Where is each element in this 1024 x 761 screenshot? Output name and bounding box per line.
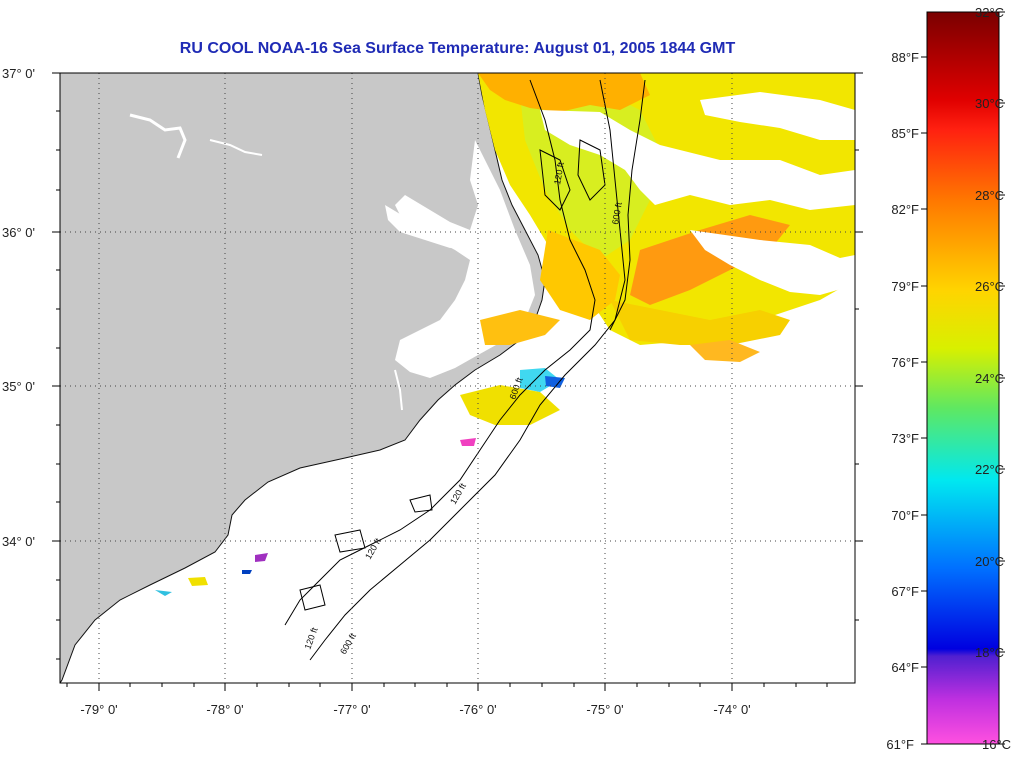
colorbar-f-61: 61°F [886, 737, 914, 752]
colorbar-f-88: 88°F [891, 50, 919, 65]
lon-label-77: -77° 0' [333, 702, 370, 717]
colorbar-c-24: 24°C [975, 371, 1004, 386]
river-2 [209, 139, 263, 156]
colorbar-f-67: 67°F [891, 584, 919, 599]
lon-label-76: -76° 0' [459, 702, 496, 717]
lon-label-74: -74° 0' [713, 702, 750, 717]
svg-text:120 ft: 120 ft [552, 161, 566, 185]
river-3 [394, 369, 403, 411]
lon-label-79: -79° 0' [80, 702, 117, 717]
lat-label-34: 34° 0' [2, 534, 35, 549]
colorbar-f-79: 79°F [891, 279, 919, 294]
colorbar-f-82: 82°F [891, 202, 919, 217]
sst-field [155, 73, 855, 596]
colorbar-c-16: 16°C [982, 737, 1011, 752]
colorbar-c-32: 32°C [975, 5, 1004, 20]
colorbar-c-28: 28°C [975, 188, 1004, 203]
lon-label-75: -75° 0' [586, 702, 623, 717]
isobath-contours [284, 79, 646, 661]
colorbar-c-26: 26°C [975, 279, 1004, 294]
colorbar-f-76: 76°F [891, 355, 919, 370]
svg-text:600 ft: 600 ft [610, 201, 624, 225]
map-title: RU COOL NOAA-16 Sea Surface Temperature:… [179, 40, 736, 57]
colorbar [926, 11, 1000, 745]
colorbar-c-30: 30°C [975, 96, 1004, 111]
lat-label-36: 36° 0' [2, 225, 35, 240]
lat-label-35: 35° 0' [2, 379, 35, 394]
tick-marks [52, 72, 863, 691]
colorbar-f-70: 70°F [891, 508, 919, 523]
colorbar-c-18: 18°C [975, 645, 1004, 660]
colorbar-f-73: 73°F [891, 431, 919, 446]
lon-label-78: -78° 0' [206, 702, 243, 717]
colorbar-ticks [921, 11, 1005, 745]
colorbar-c-22: 22°C [975, 462, 1004, 477]
albemarle-sound [385, 205, 470, 248]
graticule [60, 73, 855, 683]
colorbar-c-20: 20°C [975, 554, 1004, 569]
map-frame [59, 72, 856, 684]
colorbar-f-64: 64°F [891, 660, 919, 675]
colorbar-f-85: 85°F [891, 126, 919, 141]
river [129, 113, 187, 159]
lat-label-37: 37° 0' [2, 66, 35, 81]
